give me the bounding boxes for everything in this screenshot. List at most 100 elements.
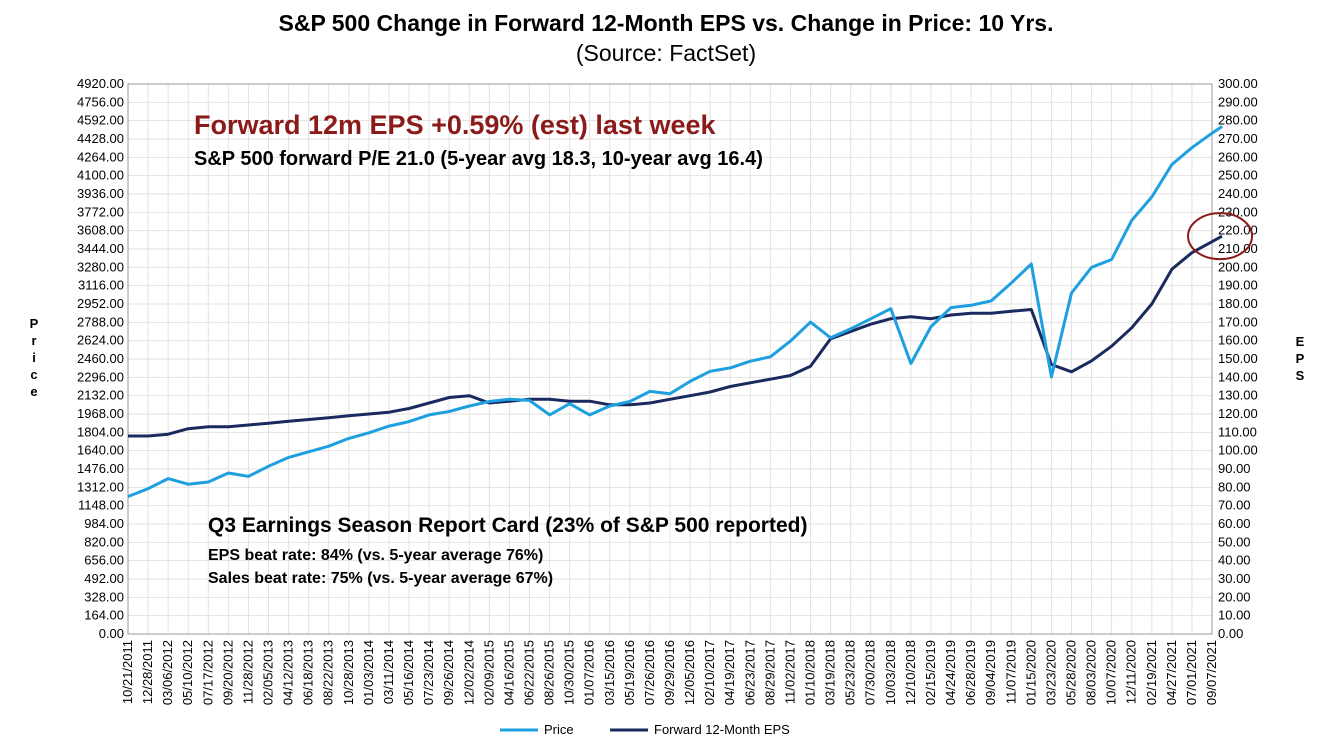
y-tick-right: 120.00: [1218, 406, 1258, 421]
y-tick-left: 3936.00: [77, 186, 124, 201]
y-tick-right: 250.00: [1218, 168, 1258, 183]
y-tick-right: 210.00: [1218, 241, 1258, 256]
x-tick: 03/19/2018: [823, 640, 838, 705]
y-tick-left: 2132.00: [77, 388, 124, 403]
y-axis-right: 0.00 10.00 20.00 30.00 40.00 50.00 60.00 70.00 8…: [1218, 76, 1258, 641]
y-tick-left: 164.00: [84, 608, 124, 623]
y-tick-left: 4428.00: [77, 131, 124, 146]
y-tick-left: 4920.00: [77, 76, 124, 91]
x-tick: 09/26/2014: [441, 640, 456, 705]
y-tick-right: 290.00: [1218, 94, 1258, 109]
chart-subtitle: (Source: FactSet): [575, 40, 757, 66]
x-tick: 09/29/2016: [662, 640, 677, 705]
x-tick: 01/15/2020: [1023, 640, 1038, 705]
x-tick: 11/07/2019: [1003, 640, 1018, 704]
y-label-left-letter: i: [32, 350, 36, 365]
x-tick: 02/10/2017: [702, 640, 717, 705]
x-tick: 09/07/2021: [1204, 640, 1219, 705]
x-tick: 07/17/2012: [200, 640, 215, 705]
y-axis-left: 0.00 164.00 328.00 492.00 656.00 820.00 984.00…: [77, 76, 124, 641]
y-label-right-letter: E: [1296, 334, 1305, 349]
legend: Price Forward 12-Month EPS: [500, 722, 790, 737]
x-tick: 10/21/2011: [120, 640, 135, 704]
y-tick-left: 1476.00: [77, 461, 124, 476]
y-tick-right: 80.00: [1218, 479, 1251, 494]
y-tick-right: 280.00: [1218, 113, 1258, 128]
y-tick-right: 270.00: [1218, 131, 1258, 146]
x-tick: 05/16/2014: [401, 640, 416, 705]
y-tick-left: 2952.00: [77, 296, 124, 311]
y-tick-left: 3116.00: [78, 278, 124, 293]
y-label-left-letter: e: [30, 384, 37, 399]
x-tick: 11/28/2012: [240, 640, 255, 704]
x-tick: 07/01/2021: [1184, 640, 1199, 705]
x-tick: 08/22/2013: [321, 640, 336, 705]
x-tick: 07/23/2014: [421, 640, 436, 705]
y-tick-right: 220.00: [1218, 223, 1258, 238]
y-tick-left: 3444.00: [77, 241, 124, 256]
x-tick: 04/24/2019: [943, 640, 958, 705]
y-tick-right: 260.00: [1218, 149, 1258, 164]
y-tick-left: 1968.00: [77, 406, 124, 421]
y-tick-left: 4756.00: [77, 94, 124, 109]
legend-label-eps: Forward 12-Month EPS: [654, 722, 790, 737]
x-tick: 07/26/2016: [642, 640, 657, 705]
x-tick: 04/12/2013: [281, 640, 296, 705]
x-tick: 08/03/2020: [1084, 640, 1099, 705]
y-tick-right: 230.00: [1218, 204, 1258, 219]
y-tick-left: 2624.00: [77, 333, 124, 348]
x-tick: 02/19/2021: [1144, 640, 1159, 705]
y-tick-left: 0.00: [99, 626, 124, 641]
x-tick: 10/07/2020: [1104, 640, 1119, 705]
x-tick: 02/15/2019: [923, 640, 938, 705]
x-tick: 06/28/2019: [963, 640, 978, 705]
x-tick: 01/10/2018: [803, 640, 818, 705]
y-tick-right: 20.00: [1218, 589, 1251, 604]
x-tick: 03/11/2014: [381, 640, 396, 704]
y-tick-right: 50.00: [1218, 534, 1251, 549]
y-axis-label-right: EPS: [1296, 334, 1305, 383]
y-tick-right: 300.00: [1218, 76, 1258, 91]
x-tick: 03/15/2016: [602, 640, 617, 705]
y-tick-left: 1312.00: [77, 479, 124, 494]
y-tick-right: 60.00: [1218, 516, 1251, 531]
x-tick: 12/05/2016: [682, 640, 697, 705]
chart-title: S&P 500 Change in Forward 12-Month EPS v…: [278, 10, 1054, 36]
y-tick-left: 2296.00: [77, 369, 124, 384]
y-label-right-letter: S: [1296, 368, 1305, 383]
x-tick: 08/29/2017: [762, 640, 777, 705]
y-tick-right: 40.00: [1218, 553, 1251, 568]
series-layer: [127, 125, 1223, 498]
y-tick-right: 190.00: [1218, 278, 1258, 293]
annotation-eps-beat-rate: EPS beat rate: 84% (vs. 5-year average 7…: [208, 547, 543, 564]
x-tick: 10/30/2015: [562, 640, 577, 705]
x-tick: 04/16/2015: [501, 640, 516, 705]
y-tick-left: 820.00: [84, 534, 124, 549]
plot-frame: [127, 83, 1213, 635]
y-tick-left: 1640.00: [77, 443, 124, 458]
y-tick-right: 240.00: [1218, 186, 1258, 201]
y-label-left-letter: r: [31, 333, 36, 348]
y-label-right-letter: P: [1296, 351, 1305, 366]
y-tick-right: 110.00: [1218, 424, 1257, 439]
highlight-circle: [1187, 212, 1254, 261]
x-axis: 10/21/2011 12/28/2011 03/06/2012 05/10/2012…: [120, 640, 1219, 705]
x-tick: 04/19/2017: [722, 640, 737, 705]
x-tick: 03/23/2020: [1043, 640, 1058, 705]
y-tick-left: 1148.00: [78, 498, 124, 513]
y-tick-right: 10.00: [1218, 608, 1251, 623]
x-tick: 06/22/2015: [521, 640, 536, 705]
annotation-sales-beat-rate: Sales beat rate: 75% (vs. 5-year average…: [208, 570, 553, 587]
y-tick-right: 180.00: [1218, 296, 1258, 311]
y-tick-left: 2460.00: [77, 351, 124, 366]
y-tick-left: 3280.00: [77, 259, 124, 274]
y-tick-right: 170.00: [1218, 314, 1258, 329]
x-tick: 06/18/2013: [301, 640, 316, 705]
x-tick: 02/05/2013: [261, 640, 276, 705]
y-tick-right: 30.00: [1218, 571, 1251, 586]
x-tick: 05/28/2020: [1063, 640, 1078, 705]
y-tick-left: 492.00: [84, 571, 124, 586]
x-tick: 10/03/2018: [883, 640, 898, 705]
y-tick-left: 4264.00: [77, 149, 124, 164]
